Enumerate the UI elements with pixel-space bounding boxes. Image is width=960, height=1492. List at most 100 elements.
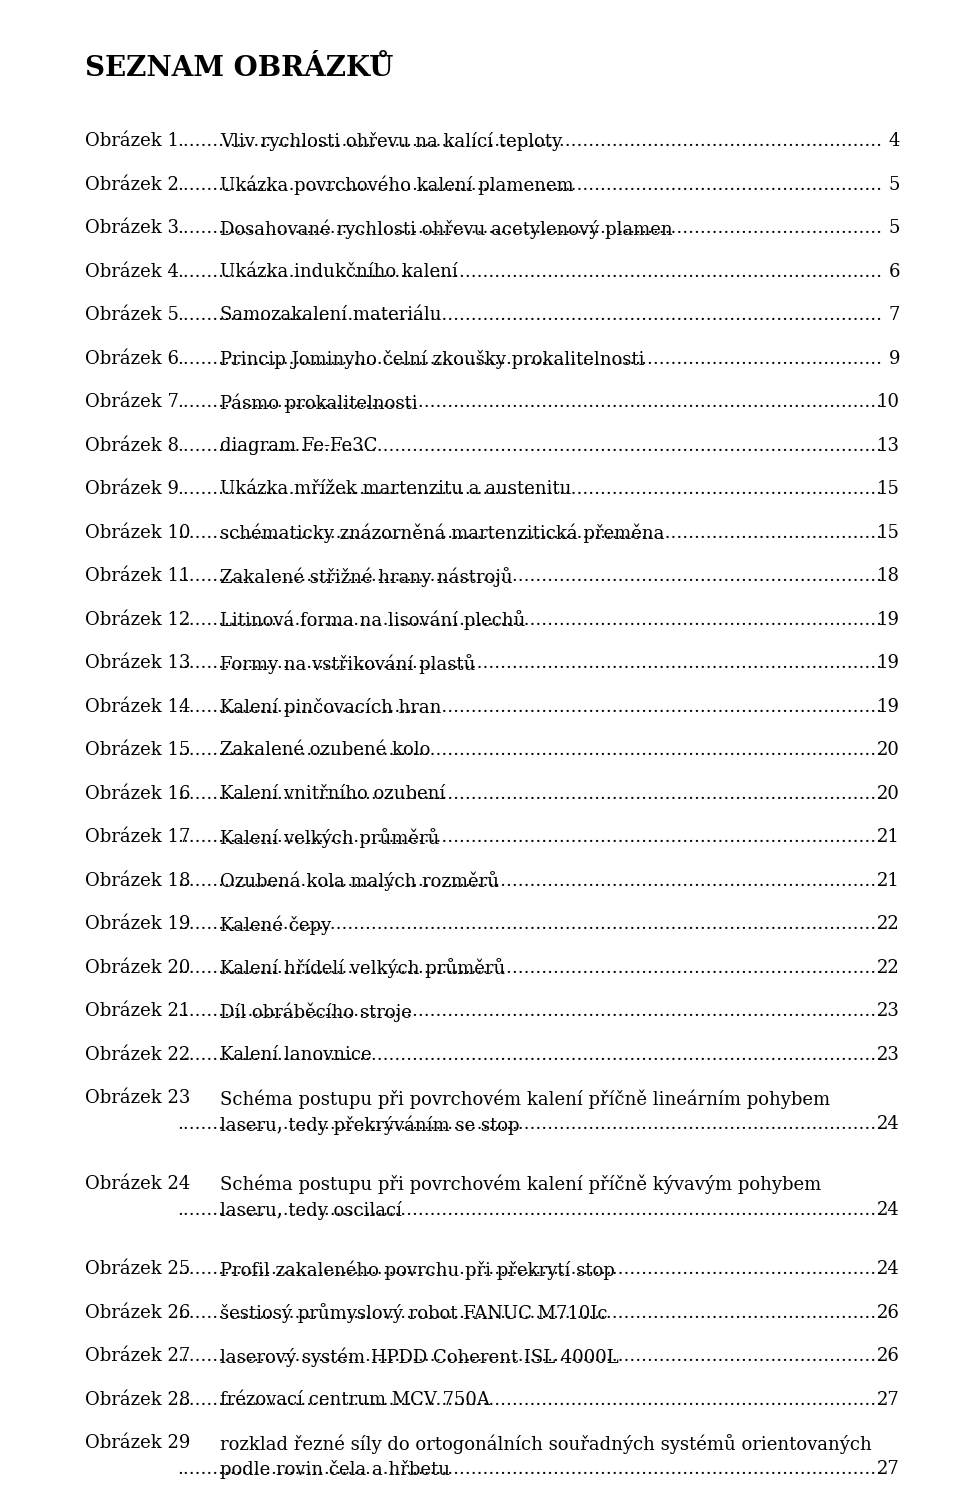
Text: 27: 27 — [877, 1461, 900, 1479]
Text: 10: 10 — [877, 392, 900, 410]
Text: Obrázek 8: Obrázek 8 — [85, 437, 179, 455]
Text: 24: 24 — [877, 1201, 900, 1219]
Text: Obrázek 5: Obrázek 5 — [85, 306, 179, 324]
Text: Obrázek 20: Obrázek 20 — [85, 958, 190, 976]
Text: Obrázek 9: Obrázek 9 — [85, 480, 179, 498]
Text: 22: 22 — [877, 958, 900, 976]
Text: ................................................................................: ........................................… — [177, 915, 882, 932]
Text: Obrázek 4: Obrázek 4 — [85, 263, 179, 280]
Text: ................................................................................: ........................................… — [177, 219, 882, 237]
Text: ................................................................................: ........................................… — [177, 785, 882, 803]
Text: 19: 19 — [877, 653, 900, 671]
Text: 7: 7 — [889, 306, 900, 324]
Text: ................................................................................: ........................................… — [177, 1461, 882, 1479]
Text: 15: 15 — [877, 524, 900, 542]
Text: ................................................................................: ........................................… — [177, 131, 882, 151]
Text: Obrázek 11: Obrázek 11 — [85, 567, 190, 585]
Text: ................................................................................: ........................................… — [177, 524, 882, 542]
Text: diagram Fe-Fe3C: diagram Fe-Fe3C — [220, 437, 377, 455]
Text: Ukázka povrchového kalení plamenem: Ukázka povrchového kalení plamenem — [220, 176, 574, 195]
Text: laseru, tedy oscilací: laseru, tedy oscilací — [220, 1201, 402, 1219]
Text: Princip Jominyho čelní zkoušky prokalitelnosti: Princip Jominyho čelní zkoušky prokalite… — [220, 349, 644, 369]
Text: ................................................................................: ........................................… — [177, 871, 882, 889]
Text: 19: 19 — [877, 610, 900, 628]
Text: Ozubená kola malých rozměrů: Ozubená kola malých rozměrů — [220, 871, 499, 891]
Text: ................................................................................: ........................................… — [177, 176, 882, 194]
Text: Obrázek 12: Obrázek 12 — [85, 610, 190, 628]
Text: 20: 20 — [877, 742, 900, 759]
Text: Obrázek 15: Obrázek 15 — [85, 742, 190, 759]
Text: ................................................................................: ........................................… — [177, 697, 882, 716]
Text: SEZNAM OBRÁZKŮ: SEZNAM OBRÁZKŮ — [85, 55, 394, 82]
Text: 4: 4 — [889, 131, 900, 151]
Text: Zakalené ozubené kolo: Zakalené ozubené kolo — [220, 742, 430, 759]
Text: Kalení pinčovacích hran: Kalení pinčovacích hran — [220, 697, 442, 716]
Text: 26: 26 — [877, 1347, 900, 1365]
Text: 27: 27 — [877, 1391, 900, 1408]
Text: Obrázek 28: Obrázek 28 — [85, 1391, 190, 1408]
Text: šestiosý průmyslový robot FANUC M710Ic: šestiosý průmyslový robot FANUC M710Ic — [220, 1304, 608, 1323]
Text: ................................................................................: ........................................… — [177, 349, 882, 367]
Text: ................................................................................: ........................................… — [177, 480, 882, 498]
Text: Obrázek 16: Obrázek 16 — [85, 785, 190, 803]
Text: ................................................................................: ........................................… — [177, 653, 882, 671]
Text: 24: 24 — [877, 1261, 900, 1279]
Text: Formy na vstřikování plastů: Formy na vstřikování plastů — [220, 653, 475, 674]
Text: Obrázek 3: Obrázek 3 — [85, 219, 179, 237]
Text: Obrázek 19: Obrázek 19 — [85, 915, 190, 932]
Text: Obrázek 24: Obrázek 24 — [85, 1174, 190, 1192]
Text: 24: 24 — [877, 1115, 900, 1132]
Text: Obrázek 13: Obrázek 13 — [85, 653, 190, 671]
Text: 5: 5 — [889, 176, 900, 194]
Text: Obrázek 17: Obrázek 17 — [85, 828, 190, 846]
Text: 9: 9 — [889, 349, 900, 367]
Text: ................................................................................: ........................................… — [177, 437, 882, 455]
Text: Dosahované rychlosti ohřevu acetylenový plamen: Dosahované rychlosti ohřevu acetylenový … — [220, 219, 673, 239]
Text: Vliv rychlosti ohřevu na kalící teploty: Vliv rychlosti ohřevu na kalící teploty — [220, 131, 563, 151]
Text: Obrázek 18: Obrázek 18 — [85, 871, 190, 889]
Text: 6: 6 — [889, 263, 900, 280]
Text: ................................................................................: ........................................… — [177, 392, 882, 410]
Text: ................................................................................: ........................................… — [177, 1261, 882, 1279]
Text: 23: 23 — [877, 1003, 900, 1021]
Text: Kalení hřídelí velkých průměrů: Kalení hřídelí velkých průměrů — [220, 958, 505, 979]
Text: ................................................................................: ........................................… — [177, 1201, 882, 1219]
Text: ................................................................................: ........................................… — [177, 567, 882, 585]
Text: ................................................................................: ........................................… — [177, 610, 882, 628]
Text: Obrázek 29: Obrázek 29 — [85, 1434, 190, 1452]
Text: Schéma postupu při povrchovém kalení příčně kývavým pohybem: Schéma postupu při povrchovém kalení pří… — [220, 1174, 821, 1194]
Text: Díl obráběcího stroje: Díl obráběcího stroje — [220, 1003, 412, 1022]
Text: Obrázek 26: Obrázek 26 — [85, 1304, 190, 1322]
Text: Ukázka mřížek martenzitu a austenitu: Ukázka mřížek martenzitu a austenitu — [220, 480, 571, 498]
Text: Obrázek 14: Obrázek 14 — [85, 697, 190, 716]
Text: Kalení velkých průměrů: Kalení velkých průměrů — [220, 828, 440, 847]
Text: frézovací centrum MCV 750A: frézovací centrum MCV 750A — [220, 1391, 490, 1408]
Text: 20: 20 — [877, 785, 900, 803]
Text: Pásmo prokalitelnosti: Pásmo prokalitelnosti — [220, 392, 418, 412]
Text: rozklad řezné síly do ortogonálních souřadných systémů orientovaných: rozklad řezné síly do ortogonálních souř… — [220, 1434, 872, 1453]
Text: 5: 5 — [889, 219, 900, 237]
Text: Obrázek 10: Obrázek 10 — [85, 524, 190, 542]
Text: Obrázek 25: Obrázek 25 — [85, 1261, 190, 1279]
Text: 15: 15 — [877, 480, 900, 498]
Text: ................................................................................: ........................................… — [177, 1304, 882, 1322]
Text: Ukázka indukčního kalení: Ukázka indukčního kalení — [220, 263, 458, 280]
Text: 18: 18 — [877, 567, 900, 585]
Text: Profil zakaleného povrchu při překrytí stop: Profil zakaleného povrchu při překrytí s… — [220, 1261, 614, 1280]
Text: Samozakalení materiálu: Samozakalení materiálu — [220, 306, 442, 324]
Text: ................................................................................: ........................................… — [177, 828, 882, 846]
Text: ................................................................................: ........................................… — [177, 1115, 882, 1132]
Text: 21: 21 — [877, 828, 900, 846]
Text: 21: 21 — [877, 871, 900, 889]
Text: ................................................................................: ........................................… — [177, 1046, 882, 1064]
Text: 13: 13 — [877, 437, 900, 455]
Text: Kalení lanovnice: Kalení lanovnice — [220, 1046, 372, 1064]
Text: 19: 19 — [877, 697, 900, 716]
Text: Obrázek 27: Obrázek 27 — [85, 1347, 190, 1365]
Text: ................................................................................: ........................................… — [177, 1003, 882, 1021]
Text: ................................................................................: ........................................… — [177, 263, 882, 280]
Text: Kalení vnitřního ozubení: Kalení vnitřního ozubení — [220, 785, 445, 803]
Text: laseru, tedy překrýváním se stop: laseru, tedy překrýváním se stop — [220, 1115, 519, 1134]
Text: ................................................................................: ........................................… — [177, 1347, 882, 1365]
Text: Obrázek 1: Obrázek 1 — [85, 131, 179, 151]
